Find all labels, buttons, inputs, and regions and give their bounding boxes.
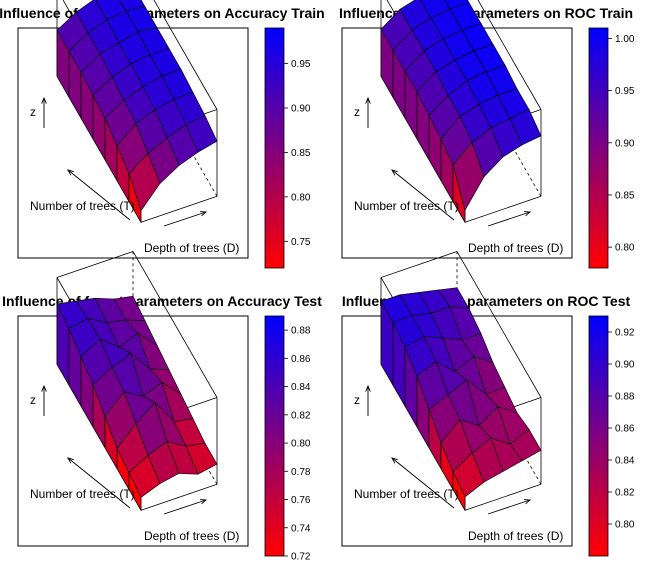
surface — [56, 0, 218, 224]
depth-axis-arrow — [487, 211, 531, 227]
surface — [56, 295, 218, 512]
surface — [380, 0, 542, 224]
trees-axis-arrow-head — [67, 169, 74, 176]
colorbar-tick-label: 0.88 — [291, 326, 311, 337]
surface-side-facet — [128, 173, 142, 224]
box-edge — [153, 0, 218, 110]
z-axis-arrow-head — [365, 96, 371, 104]
surface-side-facet — [128, 472, 142, 512]
trees-axis-arrow — [391, 169, 455, 221]
depth-axis-arrow — [163, 211, 207, 227]
box-edge — [464, 483, 542, 511]
depth-axis-arrow-head — [199, 499, 208, 505]
depth-axis-label: Depth of trees (D) — [144, 529, 239, 543]
depth-axis-arrow-head — [199, 211, 208, 217]
colorbar-tick-label: 0.80 — [615, 243, 635, 254]
colorbar — [264, 27, 285, 269]
trees-axis-arrow-head — [391, 169, 398, 176]
axis-arrows — [365, 384, 532, 515]
trees-axis-arrow — [67, 457, 131, 509]
depth-axis-label: Depth of trees (D) — [468, 529, 563, 543]
chart-title: Influence of forest parameters on Accura… — [2, 293, 322, 309]
colorbar-tick-label: 0.80 — [291, 192, 311, 203]
box-edge — [380, 251, 458, 278]
depth-axis-label: Depth of trees (D) — [468, 241, 563, 255]
colorbar-tick-label: 0.84 — [291, 382, 311, 393]
colorbar-tick-label: 0.74 — [291, 523, 311, 534]
colorbar-tick-label: 0.86 — [291, 354, 311, 365]
colorbar-tick-label: 0.90 — [291, 104, 311, 115]
box-edge — [140, 195, 218, 223]
colorbar-tick-label: 0.75 — [291, 237, 311, 248]
colorbar-tick-label: 1.00 — [615, 34, 635, 45]
axis-arrows — [365, 96, 532, 227]
chart-svg: Influence of forest parameters on Accura… — [2, 251, 322, 563]
z-axis-label: z — [30, 105, 36, 119]
z-axis-arrow-head — [41, 96, 47, 104]
colorbar — [588, 27, 609, 269]
trees-axis-label: Number of trees (T) — [354, 199, 459, 213]
z-axis-label: z — [30, 393, 36, 407]
colorbar-tick-label: 0.72 — [291, 552, 311, 563]
z-axis-arrow-head — [41, 384, 47, 392]
trees-axis-label: Number of trees (T) — [30, 199, 135, 213]
box-edge — [56, 251, 134, 278]
colorbar-tick-label: 0.78 — [291, 467, 311, 478]
surface — [380, 287, 542, 512]
chart-panel-roc-train: Influence of forest parameters on ROC Tr… — [324, 0, 648, 288]
colorbar-tick-label: 0.88 — [615, 392, 635, 403]
chart-svg: Influence of forest parameters on ROC Te… — [341, 251, 635, 557]
chart-panel-accuracy-train: Influence of forest parameters on Accura… — [0, 0, 325, 288]
trees-axis-arrow-head — [391, 457, 398, 464]
colorbar-tick-label: 0.90 — [615, 360, 635, 371]
trees-axis-label: Number of trees (T) — [30, 487, 135, 501]
colorbar — [264, 315, 285, 557]
colorbar-tick-label: 0.85 — [615, 190, 635, 201]
z-axis-label: z — [354, 105, 360, 119]
colorbar-tick-label: 0.85 — [291, 148, 311, 159]
chart-panel-accuracy-test: Influence of forest parameters on Accura… — [0, 251, 324, 576]
depth-axis-arrow — [163, 499, 207, 515]
trees-axis-label: Number of trees (T) — [354, 487, 459, 501]
z-axis-arrow-head — [365, 384, 371, 392]
chart-title: Influence of forest parameters on ROC Tr… — [339, 5, 633, 21]
box-edge — [456, 251, 542, 398]
box-edge — [132, 251, 218, 398]
surface-side-facet — [452, 165, 466, 224]
colorbar — [588, 315, 609, 557]
trees-axis-arrow — [391, 457, 455, 509]
colorbar-tick-label: 0.76 — [291, 495, 311, 506]
depth-axis-arrow-head — [523, 499, 532, 505]
axis-arrows — [41, 96, 208, 227]
box-edge — [140, 483, 218, 511]
colorbar-tick-label: 0.92 — [615, 328, 635, 339]
z-axis-label: z — [354, 393, 360, 407]
colorbar-tick-label: 0.82 — [291, 410, 311, 421]
colorbar-tick-label: 0.90 — [615, 138, 635, 149]
box-edge — [477, 0, 542, 110]
chart-panel-roc-test: Influence of forest parameters on ROC Te… — [324, 251, 648, 576]
depth-axis-arrow — [487, 499, 531, 515]
colorbar-tick-label: 0.84 — [615, 456, 635, 467]
chart-title: Influence of forest parameters on Accura… — [0, 5, 325, 21]
box-edge — [464, 195, 542, 223]
colorbar-tick-label: 0.86 — [615, 424, 635, 435]
trees-axis-arrow-head — [67, 457, 74, 464]
chart-svg: Influence of forest parameters on Accura… — [0, 0, 325, 269]
colorbar-tick-label: 0.95 — [291, 59, 311, 70]
chart-svg: Influence of forest parameters on ROC Tr… — [339, 0, 635, 269]
colorbar-tick-label: 0.95 — [615, 86, 635, 97]
depth-axis-label: Depth of trees (D) — [144, 241, 239, 255]
depth-axis-arrow-head — [523, 211, 532, 217]
surface-side-facet — [452, 471, 466, 512]
trees-axis-arrow — [67, 169, 131, 221]
colorbar-tick-label: 0.82 — [615, 488, 635, 499]
axis-arrows — [41, 384, 208, 515]
colorbar-tick-label: 0.80 — [615, 520, 635, 531]
colorbar-tick-label: 0.80 — [291, 439, 311, 450]
